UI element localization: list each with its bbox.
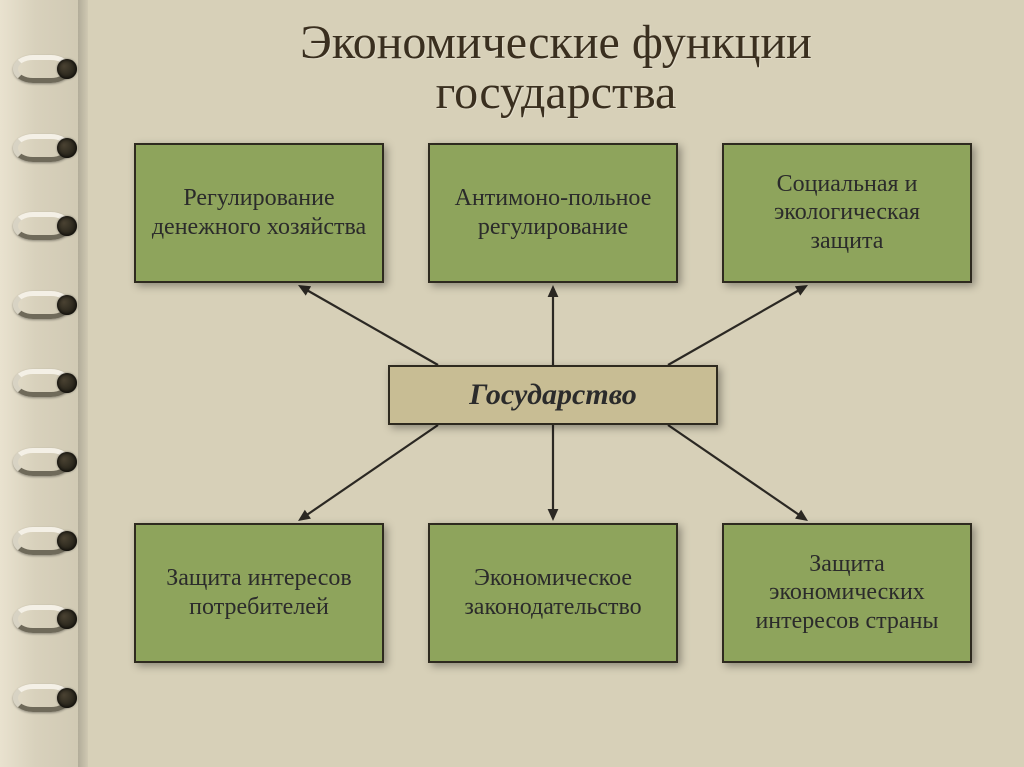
slide: Экономические функции государства Регули… [0, 0, 1024, 767]
binding-ring [9, 285, 79, 325]
title-line-2: государства [436, 66, 677, 119]
box-label: Экономическое законодательство [442, 564, 664, 622]
binding-ring [9, 363, 79, 403]
title-line-1: Экономические функции [300, 16, 812, 69]
box-label: Защита экономических интересов страны [736, 550, 958, 636]
hub-label: Государство [469, 377, 636, 413]
binding-ring [9, 128, 79, 168]
box-top-left: Регулирование денежного хозяйства [134, 143, 384, 283]
box-bottom-mid: Экономическое законодательство [428, 523, 678, 663]
binding-ring [9, 442, 79, 482]
spiral-binding [0, 0, 88, 767]
binding-ring [9, 599, 79, 639]
box-label: Защита интересов потребителей [148, 564, 370, 622]
box-label: Регулирование денежного хозяйства [148, 184, 370, 242]
slide-title: Экономические функции государства [300, 18, 812, 119]
box-label: Антимоно-польное регулирование [442, 184, 664, 242]
binding-ring [9, 206, 79, 246]
box-bottom-left: Защита интересов потребителей [134, 523, 384, 663]
box-label: Социальная и экологическая защита [736, 170, 958, 256]
box-hub: Государство [388, 365, 718, 425]
content-area: Экономические функции государства Регули… [88, 0, 1024, 767]
binding-ring [9, 49, 79, 89]
box-bottom-right: Защита экономических интересов страны [722, 523, 972, 663]
diagram: Регулирование денежного хозяйства Антимо… [118, 143, 994, 743]
binding-ring [9, 678, 79, 718]
box-top-mid: Антимоно-польное регулирование [428, 143, 678, 283]
box-top-right: Социальная и экологическая защита [722, 143, 972, 283]
binding-ring [9, 521, 79, 561]
